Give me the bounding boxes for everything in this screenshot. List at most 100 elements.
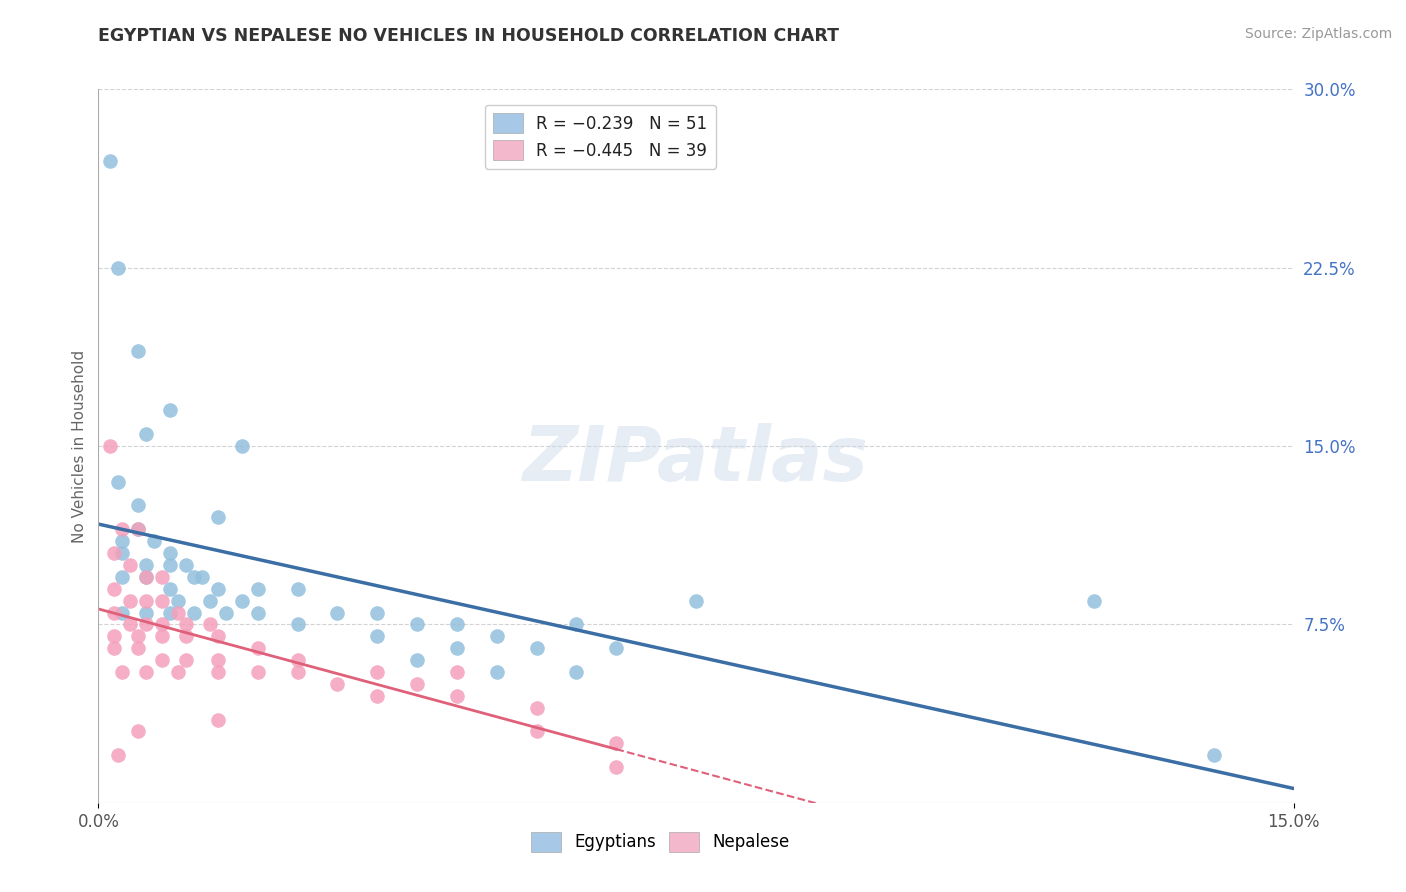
Point: [143, 534, 166, 549]
Point: [167, 593, 190, 607]
Point: [198, 593, 221, 607]
Point: [135, 427, 157, 442]
Point: [103, 641, 125, 656]
Point: [287, 665, 309, 679]
Point: [605, 641, 627, 656]
Point: [127, 343, 149, 358]
Point: [366, 606, 388, 620]
Point: [366, 689, 388, 703]
Point: [135, 570, 157, 584]
Point: [406, 617, 429, 632]
Point: [135, 593, 157, 607]
Point: [446, 641, 468, 656]
Point: [174, 558, 197, 572]
Point: [446, 617, 468, 632]
Point: [174, 629, 197, 643]
Point: [485, 665, 508, 679]
Point: [191, 570, 214, 584]
Point: [150, 653, 173, 667]
Point: [526, 700, 548, 714]
Point: [207, 653, 229, 667]
Point: [111, 606, 134, 620]
Point: [103, 582, 125, 596]
Point: [246, 606, 269, 620]
Point: [685, 593, 707, 607]
Point: [120, 558, 142, 572]
Point: [120, 593, 142, 607]
Point: [207, 629, 229, 643]
Point: [485, 629, 508, 643]
Point: [246, 582, 269, 596]
Point: [150, 617, 173, 632]
Point: [174, 617, 197, 632]
Point: [326, 677, 349, 691]
Point: [103, 546, 125, 560]
Point: [174, 653, 197, 667]
Point: [167, 665, 190, 679]
Point: [107, 260, 129, 275]
Point: [159, 403, 181, 417]
Point: [446, 665, 468, 679]
Point: [159, 558, 181, 572]
Point: [150, 629, 173, 643]
Point: [366, 665, 388, 679]
Y-axis label: No Vehicles in Household: No Vehicles in Household: [72, 350, 87, 542]
Point: [135, 665, 157, 679]
Point: [111, 546, 134, 560]
Point: [127, 629, 149, 643]
Point: [406, 653, 429, 667]
Point: [159, 546, 181, 560]
Point: [127, 499, 149, 513]
Point: [135, 606, 157, 620]
Point: [135, 558, 157, 572]
Point: [605, 736, 627, 750]
Point: [103, 629, 125, 643]
Text: ZIPatlas: ZIPatlas: [523, 424, 869, 497]
Point: [565, 617, 588, 632]
Point: [526, 641, 548, 656]
Point: [111, 534, 134, 549]
Point: [183, 606, 205, 620]
Point: [1202, 748, 1225, 763]
Point: [526, 724, 548, 739]
Point: [159, 606, 181, 620]
Point: [406, 677, 429, 691]
Point: [198, 617, 221, 632]
Point: [111, 570, 134, 584]
Point: [98, 439, 122, 453]
Point: [565, 665, 588, 679]
Text: Source: ZipAtlas.com: Source: ZipAtlas.com: [1244, 27, 1392, 41]
Point: [150, 593, 173, 607]
Point: [183, 570, 205, 584]
Point: [207, 665, 229, 679]
Point: [246, 641, 269, 656]
Point: [103, 606, 125, 620]
Point: [127, 724, 149, 739]
Point: [135, 617, 157, 632]
Point: [120, 617, 142, 632]
Point: [127, 522, 149, 536]
Point: [135, 570, 157, 584]
Point: [207, 713, 229, 727]
Point: [287, 653, 309, 667]
Point: [231, 439, 253, 453]
Point: [107, 748, 129, 763]
Point: [98, 153, 122, 168]
Point: [287, 582, 309, 596]
Point: [446, 689, 468, 703]
Point: [1083, 593, 1105, 607]
Point: [167, 606, 190, 620]
Point: [326, 606, 349, 620]
Point: [231, 593, 253, 607]
Point: [207, 510, 229, 524]
Point: [111, 665, 134, 679]
Point: [159, 582, 181, 596]
Point: [366, 629, 388, 643]
Text: EGYPTIAN VS NEPALESE NO VEHICLES IN HOUSEHOLD CORRELATION CHART: EGYPTIAN VS NEPALESE NO VEHICLES IN HOUS…: [98, 27, 839, 45]
Point: [605, 760, 627, 774]
Point: [215, 606, 238, 620]
Point: [150, 570, 173, 584]
Point: [246, 665, 269, 679]
Point: [287, 617, 309, 632]
Point: [127, 641, 149, 656]
